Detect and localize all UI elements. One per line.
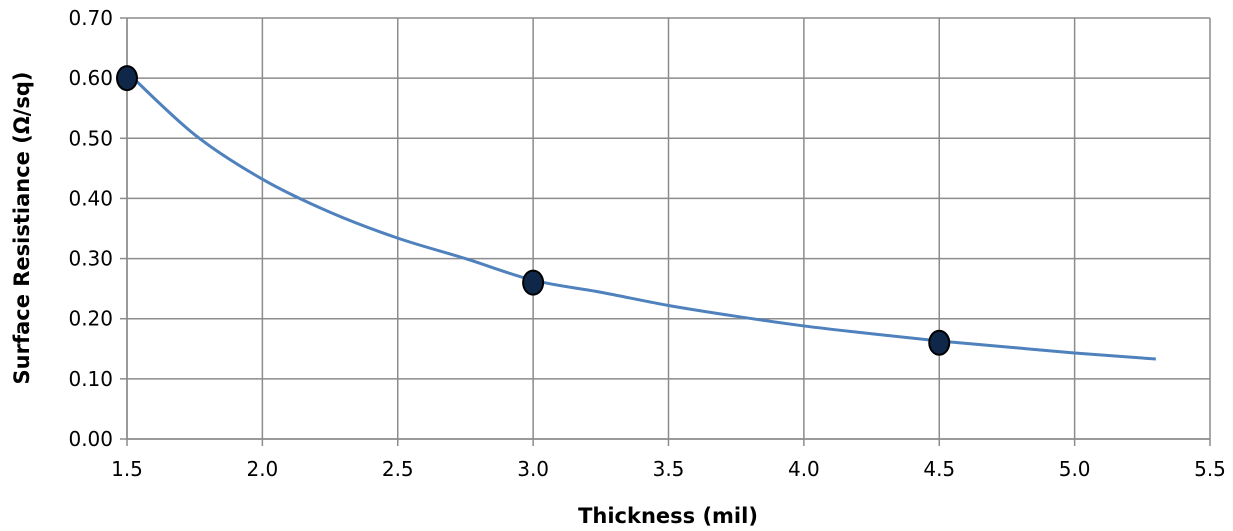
x-tick-label: 2.5: [382, 457, 414, 481]
data-points: [116, 65, 951, 356]
trendline: [125, 71, 1156, 361]
y-tick-label: 0.40: [68, 186, 113, 210]
x-axis-title: Thickness (mil): [578, 504, 758, 528]
y-tick-label: 0.60: [68, 66, 113, 90]
y-tick-label: 0.10: [68, 367, 113, 391]
data-point: [928, 329, 951, 356]
axes: [120, 17, 1211, 446]
y-tick-label: 0.00: [68, 427, 113, 451]
x-tick-label: 1.5: [111, 457, 143, 481]
data-point: [116, 65, 138, 92]
x-tick-label: 3.5: [653, 457, 685, 481]
y-tick-label: 0.20: [68, 307, 113, 331]
y-tick-label: 0.50: [68, 126, 113, 150]
x-tick-labels: 1.5 2.0 2.5 3.0 3.5 4.0 4.5 5.0 5.5: [111, 457, 1226, 481]
x-tick-label: 5.5: [1194, 457, 1226, 481]
data-point: [522, 269, 545, 296]
x-tick-label: 4.5: [923, 457, 955, 481]
x-tick-label: 5.0: [1059, 457, 1091, 481]
x-tick-label: 2.0: [246, 457, 278, 481]
y-tick-label: 0.30: [68, 247, 113, 271]
y-tick-labels: 0.00 0.10 0.20 0.30 0.40 0.50 0.60 0.70: [68, 6, 113, 451]
x-tick-label: 3.0: [517, 457, 549, 481]
grid: [126, 17, 1211, 440]
y-axis-title: Surface Resistiance (Ω/sq): [10, 72, 34, 385]
x-tick-label: 4.0: [788, 457, 820, 481]
y-tick-label: 0.70: [68, 6, 113, 30]
